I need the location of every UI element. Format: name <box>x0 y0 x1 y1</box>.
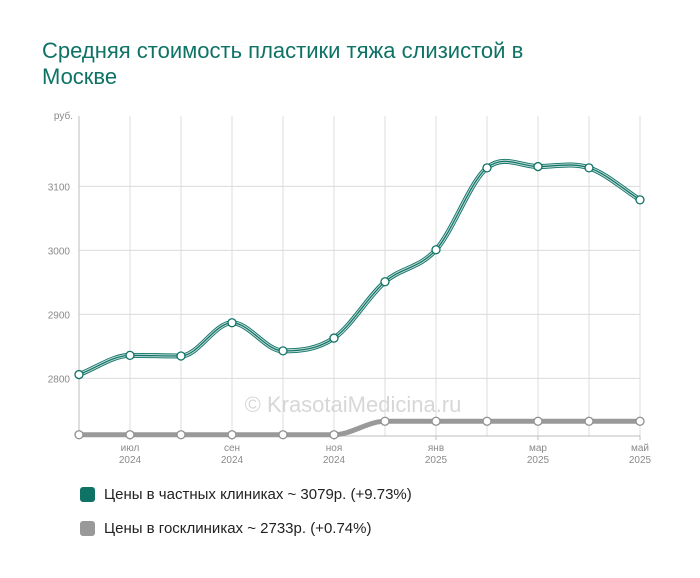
legend-label-public: Цены в госклиниках ~ 2733р. (+0.74%) <box>104 520 372 537</box>
y-axis-unit: руб. <box>54 110 73 122</box>
x-tick-label: ноя <box>326 443 343 454</box>
x-tick-label-year: 2024 <box>119 455 142 466</box>
data-point-public <box>329 430 339 440</box>
x-tick-label: июл <box>121 443 140 454</box>
x-tick-label-year: 2025 <box>425 455 448 466</box>
series-line-private-core <box>78 160 641 376</box>
axes: 2800290030003100руб.июл2024сен2024ноя202… <box>48 110 652 466</box>
x-tick-label-year: 2025 <box>527 455 550 466</box>
data-point-private <box>380 277 390 287</box>
watermark: © KrasotaiMedicina.ru <box>245 392 462 417</box>
y-tick-label: 3100 <box>48 182 71 193</box>
x-tick-label-year: 2024 <box>221 455 244 466</box>
data-point-private <box>431 245 441 255</box>
data-point-private <box>482 163 492 173</box>
legend-swatch-private <box>80 487 95 502</box>
data-point-public <box>533 416 543 426</box>
chart-title: Средняя стоимость пластики тяжа слизисто… <box>42 38 524 89</box>
series-line-private-stripe <box>78 159 641 377</box>
legend-item-public[interactable]: Цены в госклиниках ~ 2733р. (+0.74%) <box>80 520 371 537</box>
legend-label-private: Цены в частных клиниках ~ 3079р. (+9.73%… <box>104 486 412 503</box>
data-point-public <box>278 430 288 440</box>
x-tick-label: сен <box>224 443 240 454</box>
data-point-public <box>125 430 135 440</box>
legend-swatch-public <box>80 521 95 536</box>
x-tick-label-year: 2024 <box>323 455 346 466</box>
data-point-private <box>278 346 288 356</box>
series-line-private <box>76 158 643 378</box>
x-tick-label: янв <box>428 443 444 454</box>
x-tick-label: мар <box>529 443 547 454</box>
y-tick-label: 2900 <box>48 310 71 321</box>
legend-item-private[interactable]: Цены в частных клиниках ~ 3079р. (+9.73%… <box>80 486 412 503</box>
data-point-private <box>227 318 237 328</box>
data-points <box>74 161 645 440</box>
data-point-private <box>74 369 84 380</box>
data-point-public <box>380 416 390 426</box>
data-point-public <box>482 416 492 426</box>
data-point-public <box>635 416 645 426</box>
data-point-public <box>176 430 186 440</box>
data-point-private <box>584 163 594 173</box>
data-point-private <box>176 351 186 361</box>
data-point-private <box>125 350 135 361</box>
y-tick-label: 3000 <box>48 246 71 257</box>
data-point-public <box>431 416 441 426</box>
data-point-private <box>329 333 339 343</box>
y-tick-label: 2800 <box>48 374 71 385</box>
data-point-public <box>584 416 594 426</box>
series-line-public <box>76 418 643 438</box>
x-tick-label-year: 2025 <box>629 455 652 466</box>
data-point-public <box>74 430 84 440</box>
x-tick-label: май <box>631 443 649 454</box>
data-point-private <box>533 161 543 172</box>
data-point-public <box>227 430 237 440</box>
data-point-private <box>635 195 645 205</box>
grid <box>78 116 641 436</box>
